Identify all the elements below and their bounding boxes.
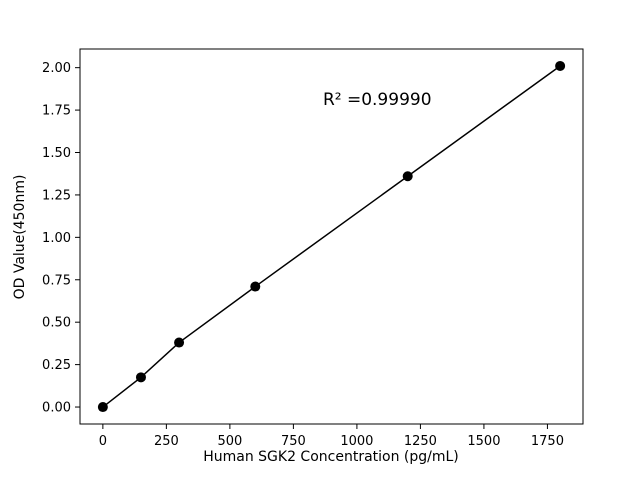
y-tick-label: 0.25 — [42, 358, 71, 373]
y-tick-label: 1.50 — [42, 146, 71, 161]
x-tick-label: 1000 — [340, 434, 373, 449]
x-tick-label: 0 — [99, 434, 107, 449]
data-point — [555, 60, 566, 71]
y-tick-label: 0.00 — [42, 401, 71, 416]
data-point — [174, 337, 185, 348]
x-tick-label: 1500 — [467, 434, 500, 449]
x-tick-label: 1250 — [404, 434, 437, 449]
y-tick-label: 1.00 — [42, 231, 71, 246]
data-point — [135, 372, 146, 383]
y-tick-label: 1.25 — [42, 188, 71, 203]
data-point — [97, 402, 108, 413]
y-tick-label: 0.75 — [42, 273, 71, 288]
x-tick-label: 1750 — [531, 434, 564, 449]
x-axis-label: Human SGK2 Concentration (pg/mL) — [203, 449, 459, 465]
data-point — [402, 171, 413, 182]
r-squared-annotation: R² =0.99990 — [323, 90, 432, 110]
y-axis-label: OD Value(450nm) — [12, 175, 28, 300]
y-tick-label: 0.50 — [42, 316, 71, 331]
plot-area: 0 250 500 750 1000 1250 1500 1750 0.00 0.25 0.50 0.… — [42, 48, 584, 449]
x-tick-label: 250 — [154, 434, 179, 449]
x-tick-label: 500 — [217, 434, 242, 449]
y-tick-label: 1.75 — [42, 104, 71, 119]
data-point — [250, 281, 261, 292]
x-tick-label: 750 — [281, 434, 306, 449]
plot-frame — [79, 48, 584, 425]
fit-line — [102, 65, 561, 408]
y-tick-label: 2.00 — [42, 61, 71, 76]
